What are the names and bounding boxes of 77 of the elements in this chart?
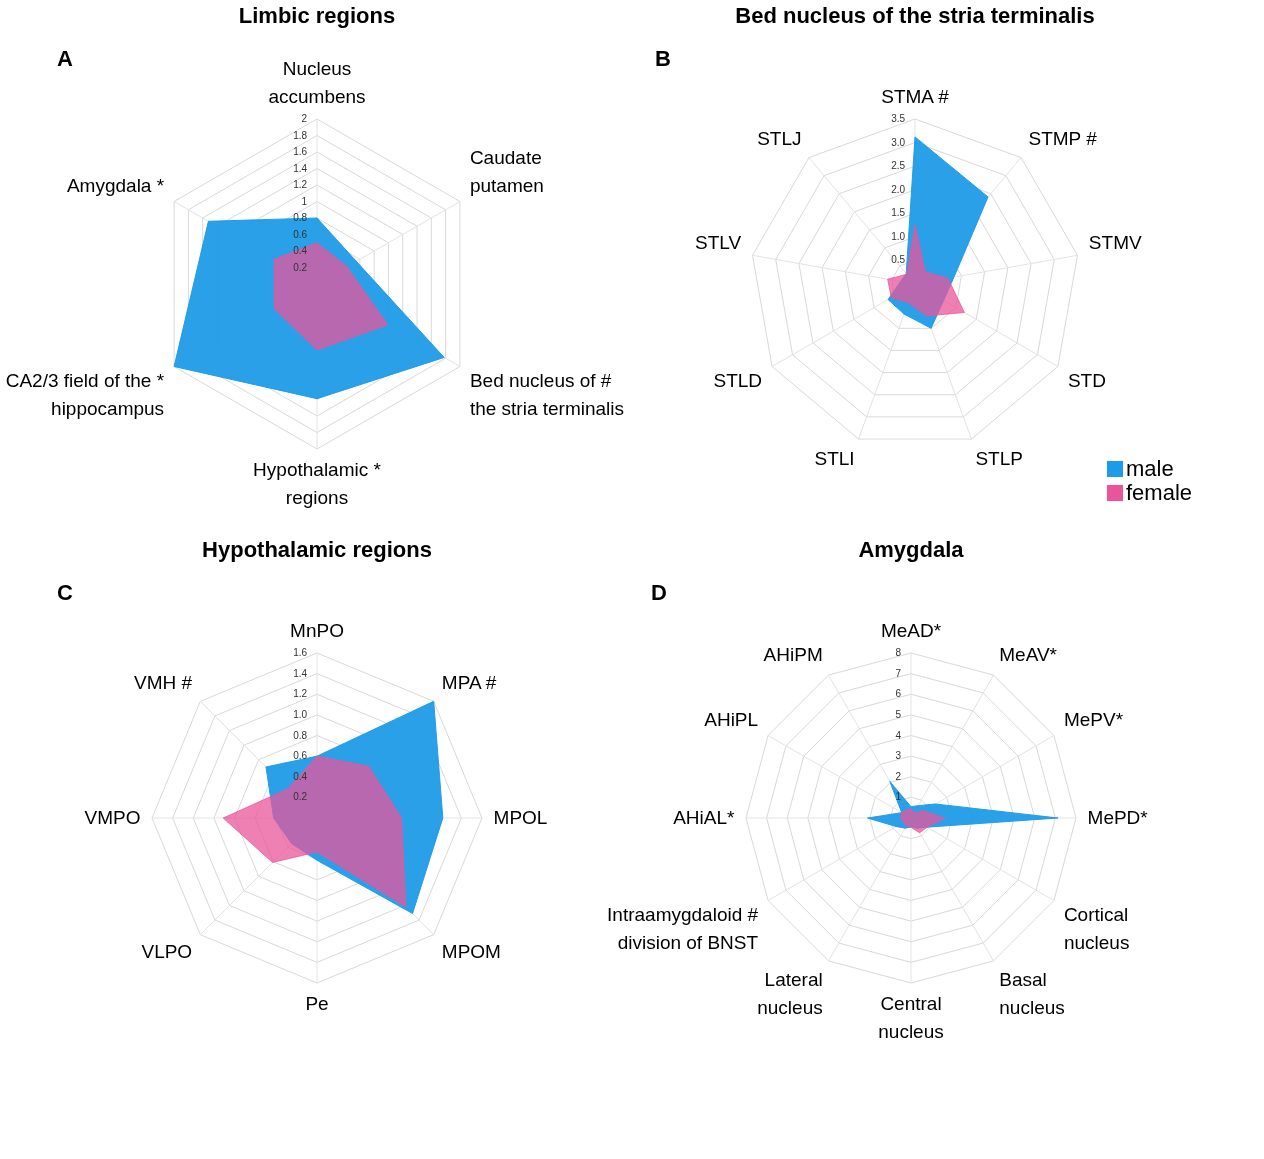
y-tick-label: 1.2 xyxy=(293,179,308,190)
spoke-label: Basal nucleus xyxy=(999,968,1065,1018)
y-tick-label: 1 xyxy=(301,195,308,207)
y-tick-label: 1.5 xyxy=(891,207,906,219)
y-tick-label: 1.6 xyxy=(293,146,308,157)
chart-title: Amygdala xyxy=(858,537,965,562)
spoke-label: MeAD* xyxy=(880,620,942,642)
y-tick-label: 2 xyxy=(895,770,902,782)
spoke-label: Central nucleus xyxy=(878,992,944,1042)
spoke-label: Amygdala * xyxy=(66,174,165,196)
y-tick-label: 3 xyxy=(895,750,902,762)
spoke-label: MPOM xyxy=(441,940,501,962)
y-tick-label: 0.2 xyxy=(293,791,308,803)
spoke-label: STMV xyxy=(1088,232,1142,254)
y-tick-label: 5 xyxy=(895,708,902,720)
spoke-label: AHiPM xyxy=(763,644,823,666)
spoke-label: Nucleus accumbens xyxy=(268,58,366,108)
y-tick-label: 2.5 xyxy=(891,160,906,172)
y-tick-label: 0.8 xyxy=(293,212,308,223)
y-tick-label: 1.4 xyxy=(293,162,308,174)
spoke-label: Lateral nucleus xyxy=(757,968,823,1018)
y-tick-label: 1 xyxy=(895,791,902,803)
spoke-label: MePV* xyxy=(1063,708,1124,730)
y-tick-label: 1.4 xyxy=(293,667,308,679)
spoke-label: STMP # xyxy=(1028,127,1098,149)
text: B xyxy=(655,46,671,71)
spoke-label: AHiAL* xyxy=(673,807,736,828)
spoke-label: MPOL xyxy=(493,807,548,828)
spoke-label: MPA # xyxy=(441,672,497,694)
spoke-label: STLV xyxy=(695,232,742,254)
spoke-label: CA2/3 field of the * hippocampus xyxy=(5,370,165,420)
chart-title: Hypothalamic regions xyxy=(202,537,432,562)
spoke-label: STLD xyxy=(713,370,763,392)
y-tick-label: 0.2 xyxy=(293,261,308,273)
spoke-label: STLI xyxy=(814,447,855,469)
spoke-label: Hypothalamic * regions xyxy=(253,458,382,508)
y-tick-label: 0.5 xyxy=(891,254,906,266)
legend-label: female xyxy=(1126,480,1193,505)
text: D xyxy=(651,580,667,605)
spoke-label: STLP xyxy=(975,447,1023,469)
spoke-label: VMPO xyxy=(84,807,141,828)
y-tick-label: 2.0 xyxy=(891,183,906,195)
y-tick-label: 1.8 xyxy=(293,129,308,141)
y-tick-label: 4 xyxy=(895,729,902,741)
spoke-label: STMA # xyxy=(881,86,950,108)
spoke-label: Cortical nucleus xyxy=(1063,904,1130,954)
y-tick-label: 0.8 xyxy=(293,729,308,741)
y-tick-label: 1.0 xyxy=(293,708,308,720)
spoke-label: VMH # xyxy=(134,672,193,694)
spoke-label: Bed nucleus of # the stria terminalis xyxy=(469,370,625,420)
spoke-label: MeAV* xyxy=(999,644,1058,666)
y-tick-label: 2 xyxy=(301,113,308,124)
y-tick-label: 0.4 xyxy=(293,245,308,256)
y-tick-label: 1.0 xyxy=(891,230,906,242)
legend-label: male xyxy=(1126,456,1174,481)
spoke-label: Intraamygdaloid # division of BNST xyxy=(607,904,759,954)
spoke-label: VLPO xyxy=(141,940,193,962)
spoke-label: MePD* xyxy=(1087,807,1149,828)
spoke-label: Pe xyxy=(305,992,329,1014)
spoke-label: STD xyxy=(1067,370,1106,392)
y-tick-label: 0.6 xyxy=(293,750,308,762)
spoke-label: AHiPL xyxy=(704,708,759,730)
y-tick-label: 0.6 xyxy=(293,228,308,240)
spoke-label: MnPO xyxy=(290,620,344,642)
y-tick-label: 1.6 xyxy=(293,647,308,658)
spoke-label: STLJ xyxy=(757,127,802,149)
y-tick-label: 7 xyxy=(895,667,902,679)
chart-title: Bed nucleus of the stria terminalis xyxy=(735,3,1095,28)
y-tick-label: 3.5 xyxy=(891,113,906,124)
chart-title: Limbic regions xyxy=(238,3,396,28)
y-tick-label: 8 xyxy=(895,647,902,658)
text: A xyxy=(57,46,73,71)
y-tick-label: 3.0 xyxy=(891,136,906,148)
y-tick-label: 6 xyxy=(895,688,902,700)
text: C xyxy=(57,580,73,605)
y-tick-label: 1.2 xyxy=(293,688,308,700)
spoke-label: Caudate putamen xyxy=(469,146,544,196)
